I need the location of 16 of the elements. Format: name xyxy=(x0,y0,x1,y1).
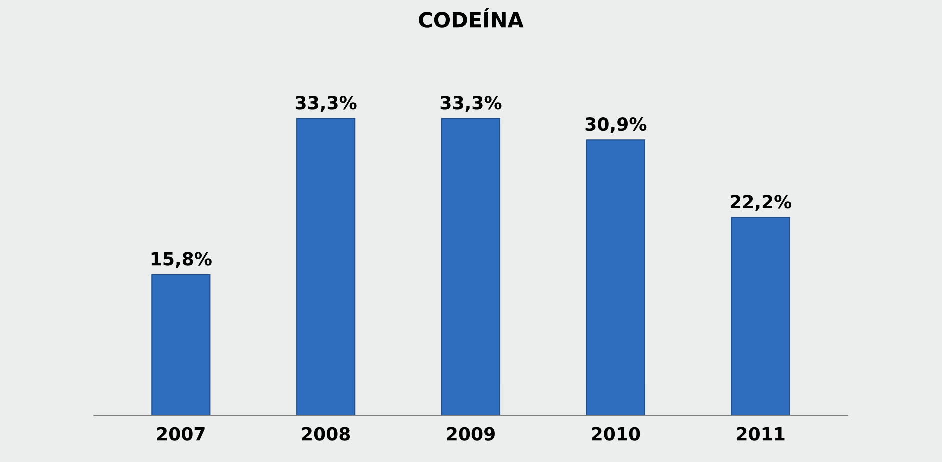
x-tick-label: 2008 xyxy=(302,427,350,441)
x-tick-label: 2011 xyxy=(737,427,785,441)
x-tick-label: 2007 xyxy=(157,427,205,441)
bar xyxy=(731,217,790,416)
chart-title: CODEÍNA xyxy=(419,8,524,28)
x-tick-label: 2010 xyxy=(592,427,640,441)
data-label: 33,3% xyxy=(296,96,357,112)
data-label: 22,2% xyxy=(730,195,792,212)
data-label: 15,8% xyxy=(152,252,212,268)
bar xyxy=(586,140,646,416)
bar xyxy=(152,274,211,416)
x-tick-label: 2009 xyxy=(447,427,495,441)
bar xyxy=(441,118,501,416)
bar xyxy=(296,118,356,416)
data-label: 33,3% xyxy=(440,96,502,112)
data-label: 30,9% xyxy=(586,117,647,134)
